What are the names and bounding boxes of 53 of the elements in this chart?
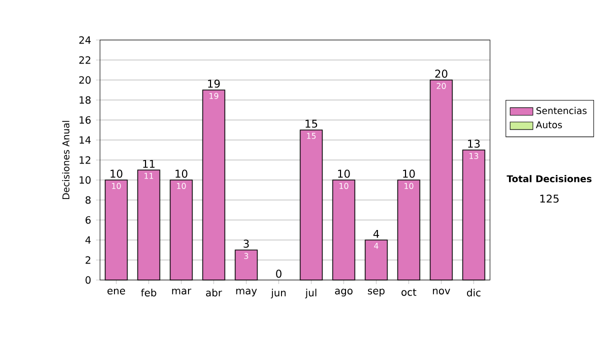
data-label: 20 bbox=[436, 82, 446, 89]
y-tick-label: 6 bbox=[86, 216, 91, 224]
total-label: 13 bbox=[468, 140, 480, 148]
x-tick-label: abr bbox=[206, 288, 222, 296]
y-tick-label: 14 bbox=[80, 136, 91, 144]
x-tick-label: ago bbox=[335, 288, 352, 296]
y-tick-label: 4 bbox=[85, 236, 91, 244]
x-tick-label: jul bbox=[305, 288, 316, 298]
x-tick-label: sep bbox=[368, 288, 385, 296]
y-tick-label: 16 bbox=[80, 116, 91, 124]
data-label: 10 bbox=[177, 182, 186, 189]
data-label: 10 bbox=[404, 182, 414, 189]
x-tick-label: feb bbox=[140, 288, 156, 296]
x-tick-label: oct bbox=[402, 288, 416, 296]
data-label: 10 bbox=[112, 182, 121, 189]
total-label: 4 bbox=[373, 230, 380, 238]
data-label: 3 bbox=[244, 252, 248, 259]
total-label: 11 bbox=[143, 160, 155, 168]
text: Total Decisiones bbox=[506, 175, 592, 182]
total-label: 15 bbox=[306, 120, 318, 128]
y-tick-label: 20 bbox=[79, 76, 91, 84]
y-axis-title: Decisiones Anual bbox=[62, 120, 70, 199]
x-tick-label: nov bbox=[432, 288, 450, 294]
total-label: 3 bbox=[244, 240, 249, 248]
y-tick-label: 10 bbox=[80, 176, 91, 184]
total-label: 19 bbox=[208, 80, 220, 88]
data-label: 13 bbox=[470, 152, 478, 159]
data-label: 19 bbox=[210, 92, 218, 99]
x-tick-label: dic bbox=[466, 288, 480, 296]
y-tick-label: 0 bbox=[86, 276, 91, 284]
y-tick-label: 2 bbox=[86, 256, 90, 264]
total-label: 20 bbox=[435, 70, 448, 78]
total-label: 10 bbox=[110, 170, 122, 178]
legend-label: Sentencias bbox=[536, 106, 587, 114]
legend-label: Autos bbox=[536, 121, 562, 128]
y-tick-label: 8 bbox=[86, 196, 91, 204]
total-label: 10 bbox=[338, 170, 350, 178]
data-label: 11 bbox=[144, 172, 154, 179]
data-label: 4 bbox=[374, 242, 378, 249]
y-tick-label: 18 bbox=[80, 96, 91, 104]
text: 125 bbox=[540, 194, 559, 203]
total-label: 0 bbox=[276, 270, 282, 278]
y-tick-label: 22 bbox=[79, 56, 90, 64]
y-tick-label: 24 bbox=[79, 36, 91, 44]
data-label: 15 bbox=[307, 132, 316, 139]
y-tick-label: 12 bbox=[80, 156, 90, 164]
x-tick-label: mar bbox=[172, 288, 192, 294]
x-tick-label: jun bbox=[270, 288, 286, 298]
x-tick-label: ene bbox=[107, 288, 126, 294]
total-label: 10 bbox=[403, 170, 415, 178]
data-label: 10 bbox=[340, 182, 348, 189]
total-label: 10 bbox=[176, 170, 188, 178]
x-tick-label: may bbox=[236, 288, 257, 296]
